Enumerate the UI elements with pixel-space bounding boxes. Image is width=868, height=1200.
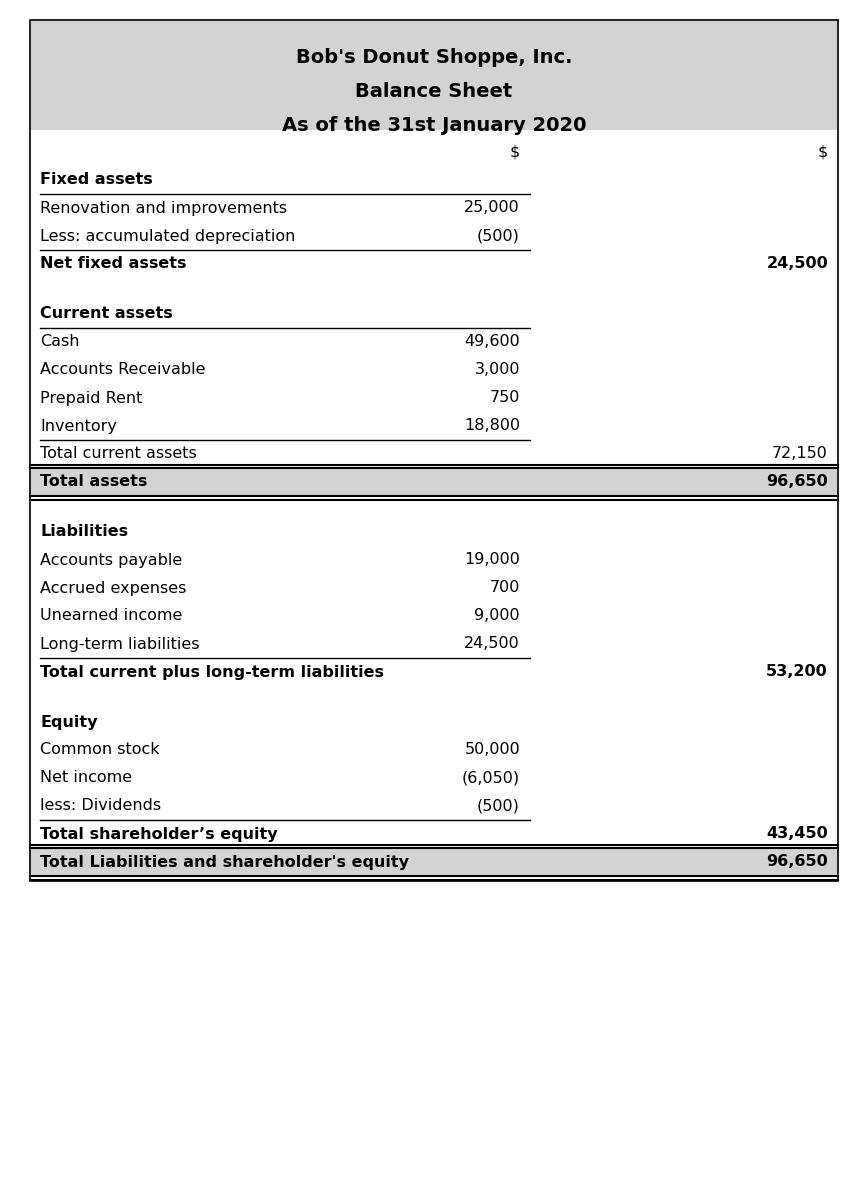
Text: Renovation and improvements: Renovation and improvements xyxy=(40,200,287,216)
Text: 96,650: 96,650 xyxy=(766,854,828,870)
Text: (500): (500) xyxy=(477,798,520,814)
Text: Net income: Net income xyxy=(40,770,132,786)
Text: As of the 31st January 2020: As of the 31st January 2020 xyxy=(282,116,586,134)
Text: 96,650: 96,650 xyxy=(766,474,828,490)
Text: Total current assets: Total current assets xyxy=(40,446,197,462)
Text: 24,500: 24,500 xyxy=(766,257,828,271)
Text: Cash: Cash xyxy=(40,335,80,349)
Text: 19,000: 19,000 xyxy=(464,552,520,568)
Text: less: Dividends: less: Dividends xyxy=(40,798,161,814)
Text: $: $ xyxy=(510,144,520,160)
Text: Total shareholder’s equity: Total shareholder’s equity xyxy=(40,827,278,841)
Text: Balance Sheet: Balance Sheet xyxy=(355,82,513,101)
Text: Bob's Donut Shoppe, Inc.: Bob's Donut Shoppe, Inc. xyxy=(296,48,572,67)
Text: Accounts payable: Accounts payable xyxy=(40,552,182,568)
Text: Less: accumulated depreciation: Less: accumulated depreciation xyxy=(40,228,295,244)
Text: Equity: Equity xyxy=(40,714,97,730)
Bar xyxy=(30,20,838,130)
Text: 700: 700 xyxy=(490,581,520,595)
Text: Liabilities: Liabilities xyxy=(40,524,128,540)
Text: 50,000: 50,000 xyxy=(464,743,520,757)
Text: Current assets: Current assets xyxy=(40,306,173,322)
Text: 49,600: 49,600 xyxy=(464,335,520,349)
Text: Fixed assets: Fixed assets xyxy=(40,173,153,187)
Bar xyxy=(30,468,838,496)
Text: (6,050): (6,050) xyxy=(462,770,520,786)
Text: $: $ xyxy=(818,144,828,160)
Text: 750: 750 xyxy=(490,390,520,406)
Text: Total assets: Total assets xyxy=(40,474,148,490)
Text: Long-term liabilities: Long-term liabilities xyxy=(40,636,200,652)
Text: Inventory: Inventory xyxy=(40,419,117,433)
Text: Common stock: Common stock xyxy=(40,743,160,757)
Text: 25,000: 25,000 xyxy=(464,200,520,216)
Text: 18,800: 18,800 xyxy=(464,419,520,433)
Text: Accrued expenses: Accrued expenses xyxy=(40,581,187,595)
Text: Accounts Receivable: Accounts Receivable xyxy=(40,362,206,378)
Text: 9,000: 9,000 xyxy=(475,608,520,624)
Text: 72,150: 72,150 xyxy=(773,446,828,462)
Text: 3,000: 3,000 xyxy=(475,362,520,378)
Text: 43,450: 43,450 xyxy=(766,827,828,841)
Bar xyxy=(30,20,838,881)
Text: 53,200: 53,200 xyxy=(766,665,828,679)
Text: Net fixed assets: Net fixed assets xyxy=(40,257,187,271)
Text: Total Liabilities and shareholder's equity: Total Liabilities and shareholder's equi… xyxy=(40,854,409,870)
Text: (500): (500) xyxy=(477,228,520,244)
Text: 24,500: 24,500 xyxy=(464,636,520,652)
Bar xyxy=(30,848,838,876)
Text: Unearned income: Unearned income xyxy=(40,608,182,624)
Text: Total current plus long-term liabilities: Total current plus long-term liabilities xyxy=(40,665,384,679)
Text: Prepaid Rent: Prepaid Rent xyxy=(40,390,142,406)
